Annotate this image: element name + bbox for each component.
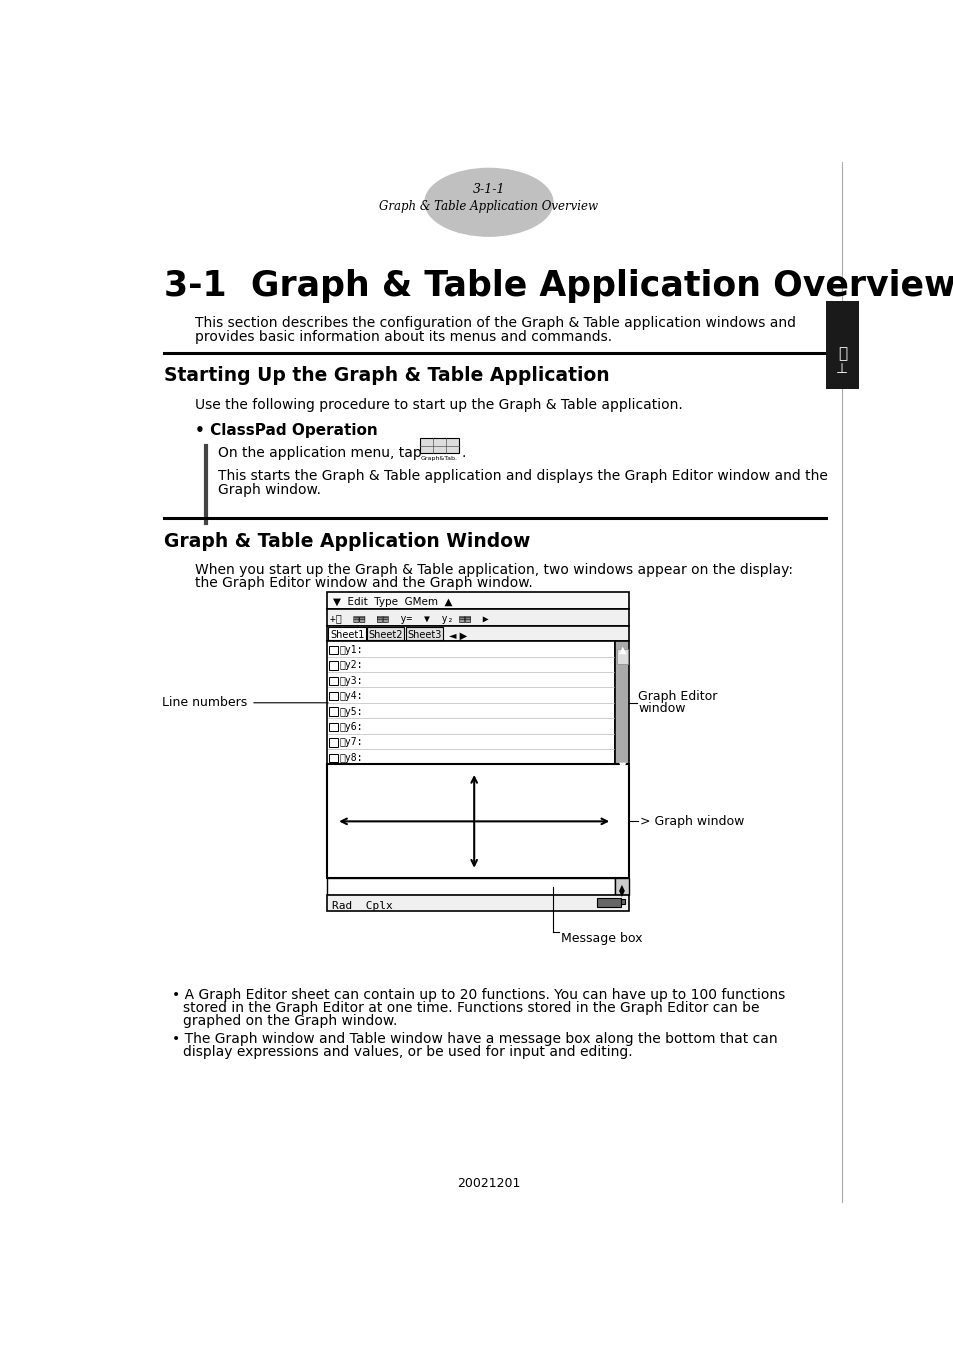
Text: On the application menu, tap: On the application menu, tap: [218, 446, 422, 460]
Text: Starting Up the Graph & Table Application: Starting Up the Graph & Table Applicatio…: [164, 366, 609, 385]
Text: display expressions and values, or be used for input and editing.: display expressions and values, or be us…: [183, 1045, 632, 1060]
Bar: [327, 895, 629, 911]
Bar: [620, 899, 624, 903]
Text: • A Graph Editor sheet can contain up to 20 functions. You can have up to 100 fu: • A Graph Editor sheet can contain up to…: [172, 988, 784, 1002]
Bar: [329, 738, 337, 746]
Text: Message box: Message box: [560, 932, 641, 945]
Text: > Graph window: > Graph window: [639, 815, 743, 827]
FancyBboxPatch shape: [406, 627, 443, 639]
Bar: [327, 608, 629, 626]
Bar: [327, 641, 615, 764]
Text: • ClassPad Operation: • ClassPad Operation: [195, 423, 377, 438]
Text: Sheet2: Sheet2: [368, 630, 403, 641]
Text: 3-1  Graph & Table Application Overview: 3-1 Graph & Table Application Overview: [164, 269, 953, 303]
Bar: [419, 438, 458, 453]
Bar: [329, 723, 337, 731]
Bar: [327, 879, 615, 895]
Text: Rad  Cplx: Rad Cplx: [332, 900, 392, 911]
Text: • The Graph window and Table window have a message box along the bottom that can: • The Graph window and Table window have…: [172, 1033, 777, 1046]
Text: ˋy2:: ˋy2:: [339, 660, 362, 671]
Text: Graph & Table Application Overview: Graph & Table Application Overview: [379, 200, 598, 212]
Text: This section describes the configuration of the Graph & Table application window: This section describes the configuration…: [195, 316, 796, 330]
Text: window: window: [638, 703, 685, 715]
Text: ˋy7:: ˋy7:: [339, 737, 362, 748]
Bar: [329, 646, 337, 654]
Text: Graph window.: Graph window.: [218, 483, 321, 496]
Text: Graph&Tab.: Graph&Tab.: [420, 457, 457, 461]
Text: ▼: ▼: [618, 761, 625, 771]
FancyBboxPatch shape: [328, 627, 365, 639]
Text: ⸙: ⸙: [837, 346, 846, 361]
Text: Sheet3: Sheet3: [407, 630, 441, 641]
Bar: [329, 692, 337, 700]
Bar: [615, 641, 629, 764]
Bar: [327, 764, 629, 879]
Text: ⊥: ⊥: [836, 361, 847, 376]
Bar: [615, 879, 629, 895]
Text: stored in the Graph Editor at one time. Functions stored in the Graph Editor can: stored in the Graph Editor at one time. …: [183, 1000, 759, 1015]
Text: Graph & Table Application Window: Graph & Table Application Window: [164, 531, 530, 550]
Text: ◄ ▶: ◄ ▶: [449, 630, 467, 641]
Bar: [327, 626, 629, 641]
Bar: [329, 661, 337, 669]
Text: .: .: [461, 446, 466, 460]
Text: ˋy5:: ˋy5:: [339, 707, 362, 717]
Text: ˋy1:: ˋy1:: [339, 645, 362, 654]
Text: ˋy6:: ˋy6:: [339, 722, 362, 731]
Text: 20021201: 20021201: [456, 1178, 520, 1190]
Text: Graph Editor: Graph Editor: [638, 690, 717, 703]
Text: the Graph Editor window and the Graph window.: the Graph Editor window and the Graph wi…: [195, 576, 533, 591]
Bar: [617, 649, 627, 664]
Bar: [596, 898, 620, 907]
Bar: [327, 592, 629, 608]
Text: graphed on the Graph window.: graphed on the Graph window.: [183, 1014, 396, 1028]
Text: Line numbers: Line numbers: [162, 696, 247, 710]
Bar: [329, 753, 337, 763]
Text: ▼: ▼: [618, 890, 624, 898]
Text: Use the following procedure to start up the Graph & Table application.: Use the following procedure to start up …: [195, 397, 682, 412]
Text: Sheet1: Sheet1: [330, 630, 364, 641]
Text: +⁄  ▤▤  ▤▤  y=  ▼  y₂ ▤▤  ▶: +⁄ ▤▤ ▤▤ y= ▼ y₂ ▤▤ ▶: [330, 614, 488, 625]
FancyBboxPatch shape: [367, 627, 404, 639]
Text: provides basic information about its menus and commands.: provides basic information about its men…: [195, 330, 612, 345]
Text: ˋy3:: ˋy3:: [339, 676, 362, 685]
Text: When you start up the Graph & Table application, two windows appear on the displ: When you start up the Graph & Table appl…: [195, 562, 792, 577]
Text: This starts the Graph & Table application and displays the Graph Editor window a: This starts the Graph & Table applicatio…: [218, 469, 827, 483]
Text: ▼  Edit  Type  GMem  ▲: ▼ Edit Type GMem ▲: [333, 598, 452, 607]
Bar: [825, 301, 858, 389]
Text: ▲: ▲: [618, 645, 625, 654]
Text: ˋy4:: ˋy4:: [339, 691, 362, 702]
Bar: [329, 707, 337, 715]
Ellipse shape: [424, 169, 553, 237]
Text: ▲: ▲: [618, 883, 624, 892]
Text: ˋy8:: ˋy8:: [339, 753, 362, 763]
Bar: [329, 676, 337, 685]
Text: 3-1-1: 3-1-1: [472, 183, 505, 196]
